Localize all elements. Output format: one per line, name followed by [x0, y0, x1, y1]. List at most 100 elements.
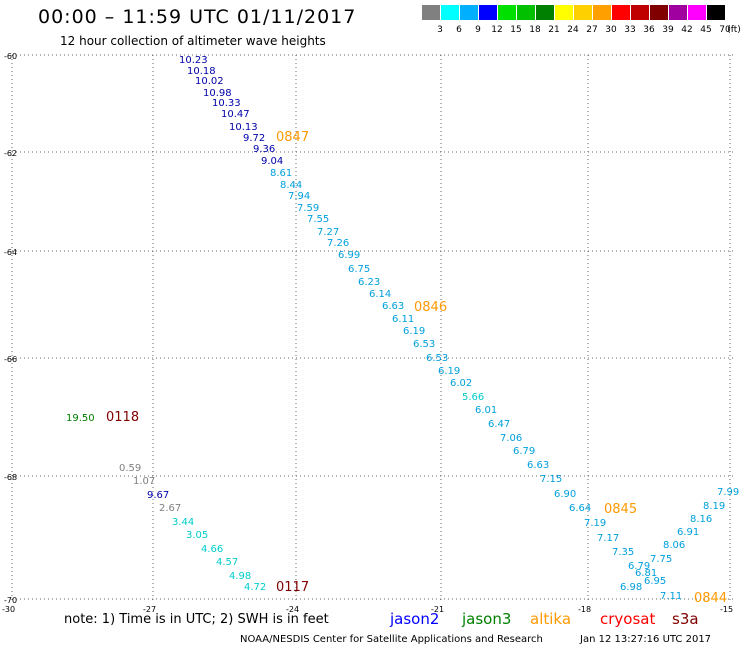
wave-height-value: 7.75 [650, 554, 672, 565]
lon-tick-label: -30 [2, 605, 15, 614]
wave-height-value: 4.66 [201, 544, 223, 555]
wave-height-value: 6.23 [358, 277, 380, 288]
legend-label: 15 [510, 25, 522, 35]
lat-tick-label: -68 [4, 473, 17, 482]
wave-height-value: 6.19 [403, 326, 425, 337]
wave-height-value: 6.75 [348, 264, 370, 275]
legend-label: 42 [681, 25, 693, 35]
legend-label: 12 [491, 25, 503, 35]
wave-height-value: 6.02 [450, 378, 472, 389]
wave-height-value: 6.95 [644, 576, 666, 587]
pass-time-label: 0117 [276, 580, 309, 595]
lat-tick-label: -70 [4, 596, 17, 605]
wave-height-value: 4.72 [244, 582, 266, 593]
legend-label: 30 [605, 25, 617, 35]
legend-swatch [517, 5, 535, 20]
lon-tick-label: -15 [720, 605, 733, 614]
legend-swatch [669, 5, 687, 20]
wave-height-value: 4.98 [229, 571, 251, 582]
wave-height-value: 10.23 [179, 55, 208, 66]
wave-height-value: 8.19 [703, 501, 725, 512]
wave-height-value: 10.33 [212, 98, 241, 109]
wave-height-value: 6.79 [628, 561, 650, 572]
wave-height-value: 10.13 [229, 122, 258, 133]
legend-label: 3 [437, 25, 443, 35]
wave-height-value: 7.19 [584, 518, 606, 529]
lon-tick-label: -21 [431, 605, 444, 614]
wave-height-value: 19.50 [66, 413, 95, 424]
legend-label: 70 [719, 25, 731, 35]
wave-height-value: 6.19 [438, 366, 460, 377]
satellite-name: altika [530, 610, 572, 628]
wave-height-value: 10.18 [187, 66, 216, 77]
wave-height-value: 6.91 [677, 527, 699, 538]
wave-height-value: 6.79 [513, 446, 535, 457]
satellite-name: jason3 [462, 610, 512, 628]
wave-height-value: 6.81 [635, 568, 657, 579]
satellite-name: s3a [672, 610, 699, 628]
pass-time-label: 0845 [604, 502, 637, 517]
wave-height-value: 6.14 [369, 289, 391, 300]
wave-height-value: 9.67 [147, 490, 169, 501]
legend-swatch [479, 5, 497, 20]
wave-height-value: 9.36 [253, 144, 275, 155]
wave-height-value: 7.27 [317, 227, 339, 238]
wave-height-value: 7.94 [288, 191, 310, 202]
wave-height-value: 6.98 [620, 582, 642, 593]
wave-height-value: 9.04 [261, 156, 283, 167]
wave-height-value: 10.98 [203, 88, 232, 99]
wave-height-value: 1.07 [133, 476, 155, 487]
legend-label: 9 [475, 25, 481, 35]
credit-line: NOAA/NESDIS Center for Satellite Applica… [240, 634, 543, 645]
legend-swatch [498, 5, 516, 20]
wave-height-value: 6.90 [554, 489, 576, 500]
wave-height-value: 7.26 [327, 238, 349, 249]
units-note: note: 1) Time is in UTC; 2) SWH is in fe… [64, 612, 329, 627]
satellite-name: jason2 [390, 610, 440, 628]
wave-height-value: 3.44 [172, 517, 194, 528]
map-subtitle: 12 hour collection of altimeter wave hei… [60, 34, 326, 48]
wave-height-value: 8.61 [270, 168, 292, 179]
lat-tick-label: -64 [4, 248, 17, 257]
wave-height-value: 7.06 [500, 433, 522, 444]
wave-height-value: 7.15 [540, 474, 562, 485]
legend-swatch [460, 5, 478, 20]
legend-label: 24 [567, 25, 579, 35]
legend-label: 18 [529, 25, 541, 35]
satellite-name: cryosat [600, 610, 656, 628]
wave-height-value: 6.01 [475, 405, 497, 416]
legend-swatch [707, 5, 725, 20]
wave-height-value: 4.57 [216, 557, 238, 568]
lat-tick-label: -60 [4, 52, 17, 61]
pass-time-label: 0844 [694, 591, 727, 606]
legend-label: 33 [624, 25, 636, 35]
legend-unit: (ft) [727, 25, 740, 35]
legend-label: 21 [548, 25, 560, 35]
wave-height-value: 6.99 [338, 250, 360, 261]
legend-label: 36 [643, 25, 655, 35]
wave-height-value: 7.99 [717, 487, 739, 498]
wave-height-value: 7.59 [297, 203, 319, 214]
wave-height-value: 0.59 [119, 463, 141, 474]
timestamp: Jan 12 13:27:16 UTC 2017 [580, 634, 712, 645]
legend-label: 45 [700, 25, 712, 35]
legend-swatch [555, 5, 573, 20]
pass-time-label: 0847 [276, 130, 309, 145]
wave-height-value: 8.44 [280, 180, 302, 191]
wave-height-value: 5.66 [462, 392, 484, 403]
legend-swatch [422, 5, 440, 20]
wave-height-value: 2.67 [159, 503, 181, 514]
wave-height-value: 10.47 [221, 109, 250, 120]
lat-tick-label: -62 [4, 149, 17, 158]
legend-swatch [536, 5, 554, 20]
legend-swatch [593, 5, 611, 20]
wave-height-value: 8.06 [663, 540, 685, 551]
lat-tick-label: -66 [4, 355, 17, 364]
wave-height-value: 6.53 [426, 353, 448, 364]
wave-height-value: 3.05 [186, 530, 208, 541]
wave-height-value: 7.55 [307, 214, 329, 225]
legend-swatch [612, 5, 630, 20]
pass-time-label: 0846 [414, 300, 447, 315]
wave-height-value: 6.47 [488, 419, 510, 430]
